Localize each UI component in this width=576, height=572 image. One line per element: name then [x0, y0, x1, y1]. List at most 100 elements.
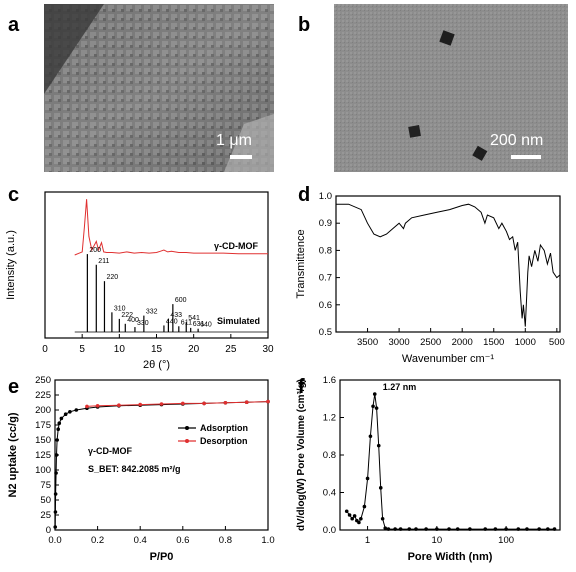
plot-frame — [339, 379, 561, 531]
data-point — [266, 399, 270, 404]
y-axis-label: N2 uptake (cc/g) — [7, 412, 19, 497]
data-point — [435, 527, 439, 531]
data-point — [424, 527, 428, 531]
x-tick-label: 3500 — [357, 337, 378, 348]
sem-image-a: 1 μm — [44, 4, 274, 172]
series-label-mof: γ-CD-MOF — [214, 241, 258, 251]
y-tick-label: 0.9 — [319, 218, 332, 229]
data-point — [414, 527, 418, 531]
x-axis-label: Pore Width (nm) — [408, 551, 493, 563]
data-point — [357, 520, 361, 525]
peak-label: 220 — [106, 274, 118, 281]
y-tick-label: 0.0 — [323, 525, 336, 536]
x-tick-label: 0.2 — [91, 535, 104, 546]
data-point — [181, 401, 185, 406]
y-tick-label: 100 — [35, 465, 51, 476]
peak-label: 400 — [127, 317, 139, 324]
x-tick-label: 10 — [114, 344, 126, 355]
peak-label: 222 — [121, 312, 133, 319]
data-point — [85, 404, 89, 409]
x-tick-label: 1000 — [515, 337, 536, 348]
crystal-3 — [472, 145, 488, 161]
peak-label: 211 — [98, 258, 109, 265]
data-point — [368, 434, 373, 439]
y-tick-label: 225 — [35, 390, 51, 401]
y-tick-label: 75 — [40, 480, 51, 491]
data-point — [447, 527, 451, 531]
y-tick-label: 0.6 — [319, 300, 332, 311]
x-tick-label: 3000 — [389, 337, 410, 348]
y-axis-label: Transmittence — [295, 229, 307, 298]
y-tick-label: 125 — [35, 450, 51, 461]
legend-marker — [185, 439, 189, 443]
x-tick-label: 25 — [225, 344, 237, 355]
data-point — [398, 527, 403, 531]
data-point — [376, 443, 381, 448]
data-point — [383, 526, 388, 530]
data-point — [386, 527, 391, 531]
x-tick-label: 2500 — [420, 337, 441, 348]
x-axis-label: 2θ (°) — [143, 359, 170, 371]
y-tick-label: 0.5 — [319, 327, 332, 338]
data-point — [374, 406, 379, 410]
y-tick-label: 200 — [35, 405, 51, 416]
scale-bar-label-b: 200 nm — [490, 132, 543, 149]
data-point — [552, 527, 557, 531]
peak-label: 433 — [170, 312, 182, 319]
x-tick-label: 2000 — [452, 337, 473, 348]
data-point — [468, 527, 472, 531]
legend-label: Desorption — [200, 436, 248, 446]
x-tick-label: 0 — [42, 344, 48, 355]
crystal-1 — [439, 30, 455, 46]
x-tick-label: 30 — [262, 344, 274, 355]
y-tick-label: 25 — [40, 510, 51, 521]
data-point — [350, 516, 354, 521]
peak-label: 440 — [166, 318, 178, 325]
data-point — [537, 527, 541, 531]
data-point — [393, 527, 397, 531]
panel-c-label: c — [8, 184, 20, 206]
data-point — [159, 402, 164, 406]
data-point — [347, 513, 352, 517]
data-point — [54, 471, 58, 475]
data-point — [362, 504, 367, 509]
data-point — [516, 527, 521, 531]
data-point — [365, 476, 370, 481]
ftir-chart: 3500 3000 2500 2000 1500 1000 500 0.5 0.6 0.7 0.8 0… — [295, 191, 565, 365]
peak-label: 600 — [175, 297, 187, 304]
panel-f-label: f — [298, 376, 305, 398]
y-tick-label: 250 — [35, 375, 51, 386]
data-point — [407, 527, 412, 531]
x-tick-label: 0.0 — [48, 535, 61, 546]
peak-label: 631 — [193, 321, 205, 328]
x-tick-label: 5 — [79, 344, 85, 355]
crystal-2 — [408, 125, 421, 138]
data-point — [59, 416, 64, 421]
peak-label: 640 — [200, 322, 212, 329]
panel-d-label: d — [298, 184, 311, 206]
peak-label: 541 — [188, 315, 200, 322]
x-tick-label: 10 — [432, 535, 443, 546]
data-point — [53, 510, 58, 514]
x-tick-label: 500 — [549, 337, 565, 348]
data-point — [371, 404, 375, 409]
pore-size-chart: 1 10 100 0.0 0.4 0.8 1.2 1.6 Pore Width (nm) dV/d… — [296, 375, 561, 563]
x-tick-label: 1 — [365, 535, 370, 546]
y-tick-label: 50 — [40, 495, 51, 506]
data-point — [359, 516, 363, 521]
legend-marker — [185, 426, 189, 430]
y-tick-label: 1.6 — [323, 375, 336, 386]
data-point — [55, 438, 59, 442]
scale-bar-a — [230, 155, 252, 159]
plot-frame — [335, 195, 561, 333]
panel-b-label: b — [298, 14, 311, 36]
data-point — [95, 404, 100, 408]
data-point — [53, 525, 58, 529]
data-point — [74, 408, 79, 412]
data-point — [483, 527, 488, 531]
y-tick-label: 1.2 — [323, 413, 336, 424]
data-point — [525, 527, 529, 531]
data-point — [57, 421, 62, 425]
data-point — [504, 527, 508, 531]
panel-a-label: a — [8, 14, 20, 36]
